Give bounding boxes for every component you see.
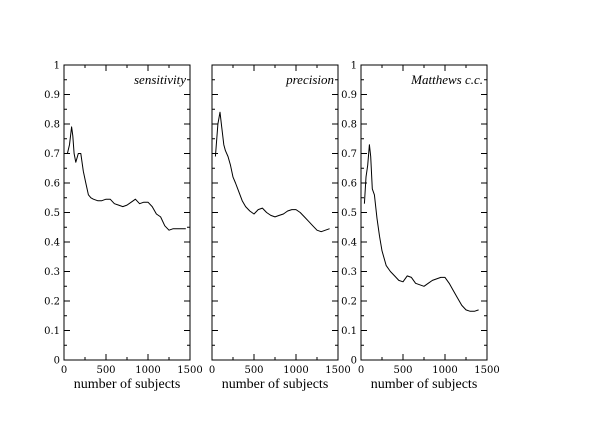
plot-frame	[211, 64, 339, 361]
y-tick-label: 0.4	[341, 238, 357, 249]
y-tick-label: 0.1	[44, 326, 60, 337]
y-tick-label: 0.6	[44, 179, 60, 190]
y-tick-label: 0.8	[341, 120, 357, 131]
y-tick-label: 0.1	[341, 326, 357, 337]
x-tick-label: 1500	[177, 365, 202, 376]
x-axis-label: number of subjects	[371, 377, 478, 392]
y-tick-label: 0.3	[341, 267, 357, 278]
y-tick-label: 0.5	[44, 208, 60, 219]
panel-matthews-cc: 0 0.1 0.2 0.3 0.4 0.5 0.6 0.7 0.8 0.9 1 0 500 1000 150…	[341, 61, 500, 393]
y-tick-label: 0.7	[341, 149, 357, 160]
x-tick-label: 1500	[325, 365, 350, 376]
y-tick-label: 0	[54, 356, 60, 367]
y-tick-label: 0.9	[44, 90, 60, 101]
panel-sensitivity: 0 0.1 0.2 0.3 0.4 0.5 0.6 0.7 0.8 0.9 1 0 500 1000 150…	[44, 61, 203, 393]
y-tick-label: 0.8	[44, 120, 60, 131]
x-axis-label: number of subjects	[74, 377, 181, 392]
x-tick-label: 1500	[474, 365, 499, 376]
series-line-sensitivity	[66, 126, 186, 231]
series-line-precision	[214, 111, 330, 233]
y-tick-label: 0.2	[44, 297, 60, 308]
panel-title: Matthews c.c.	[410, 72, 483, 87]
plot-frame	[360, 64, 488, 361]
y-tick-label: 1	[54, 61, 60, 72]
y-tick-label: 1	[351, 61, 357, 72]
y-tick-label: 0.2	[341, 297, 357, 308]
x-tick-label: 0	[209, 365, 215, 376]
panel-title: sensitivity	[134, 72, 186, 87]
y-tick-label: 0	[351, 356, 357, 367]
x-tick-label: 1000	[283, 365, 308, 376]
x-tick-label: 500	[244, 365, 263, 376]
plot-frame	[63, 64, 191, 361]
y-tick-label: 0.6	[341, 179, 357, 190]
y-tick-label: 0.4	[44, 238, 60, 249]
x-tick-label: 500	[393, 365, 412, 376]
x-tick-label: 1000	[135, 365, 160, 376]
y-tick-label: 0.9	[341, 90, 357, 101]
y-tick-label: 0.7	[44, 149, 60, 160]
x-tick-label: 1000	[432, 365, 457, 376]
x-axis-label: number of subjects	[222, 377, 329, 392]
y-tick-label: 0.3	[44, 267, 60, 278]
x-tick-label: 500	[96, 365, 115, 376]
x-tick-label: 0	[358, 365, 364, 376]
x-tick-label: 0	[61, 365, 67, 376]
panel-title: precision	[285, 72, 334, 87]
series-line-matthews-cc	[363, 144, 479, 312]
y-tick-label: 0.5	[341, 208, 357, 219]
